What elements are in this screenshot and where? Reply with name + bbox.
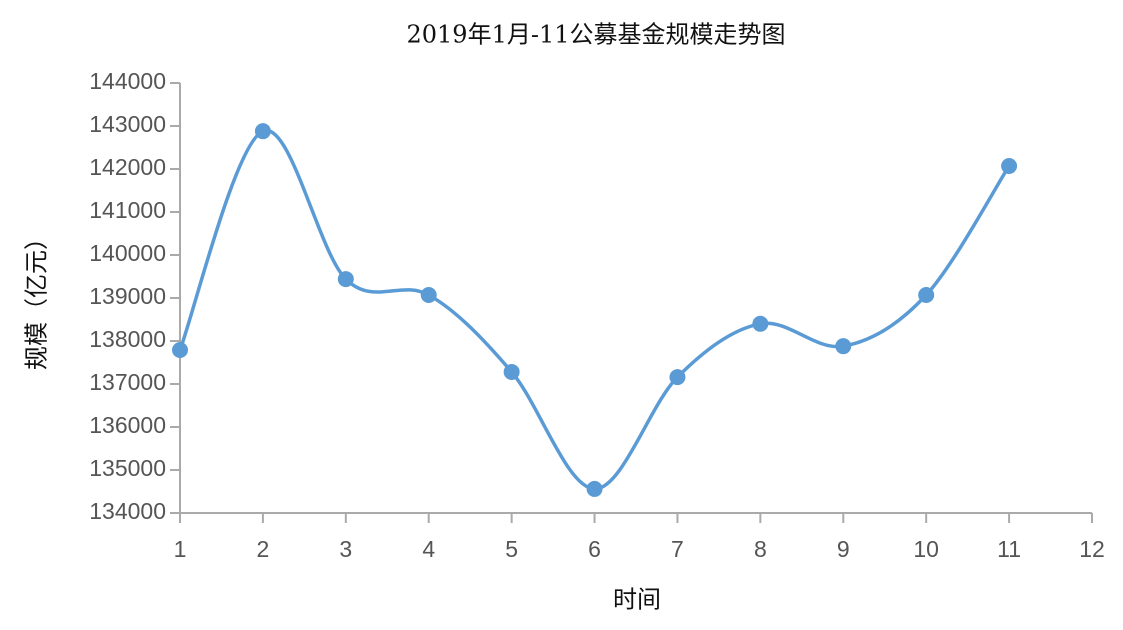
x-tick-label: 1: [174, 536, 187, 562]
point: [420, 286, 437, 303]
point: [835, 338, 852, 355]
point: [669, 369, 686, 386]
y-tick-label: 138000: [89, 326, 166, 352]
y-tick-label: 143000: [89, 111, 166, 137]
x-tick-label: 3: [339, 536, 352, 562]
y-tick-label: 134000: [89, 498, 166, 524]
y-axis-label: 规模（亿元）: [23, 226, 51, 370]
point: [503, 363, 520, 380]
y-tick-label: 140000: [89, 240, 166, 266]
point: [172, 342, 188, 359]
x-tick-label: 4: [422, 536, 435, 562]
y-tick-label: 135000: [89, 455, 166, 481]
y-tick-label: 141000: [89, 197, 166, 223]
x-tick-label: 9: [837, 536, 850, 562]
point: [752, 315, 769, 332]
point: [918, 286, 935, 303]
line: [178, 128, 1011, 491]
x-tick-label: 8: [754, 536, 767, 562]
x-tick-label: 5: [505, 536, 518, 562]
point: [1001, 157, 1018, 174]
y-tick-label: 139000: [89, 283, 166, 309]
y-tick-label: 137000: [89, 369, 166, 395]
x-tick-label: 7: [671, 536, 684, 562]
y-tick-label: 144000: [89, 68, 166, 94]
point: [337, 271, 354, 288]
x-tick-label: 10: [913, 536, 939, 562]
chart-title: 2019年1月-11公募基金规模走势图: [407, 21, 786, 49]
y-tick-label: 136000: [89, 412, 166, 438]
point: [586, 480, 603, 497]
point: [254, 123, 271, 140]
x-tick-label: 12: [1079, 536, 1105, 562]
x-axis-label: 时间: [613, 586, 661, 614]
x-tick-label: 11: [997, 536, 1021, 562]
x-tick-label: 6: [588, 536, 601, 562]
y-tick-label: 142000: [89, 154, 166, 180]
x-tick-label: 2: [257, 536, 270, 562]
